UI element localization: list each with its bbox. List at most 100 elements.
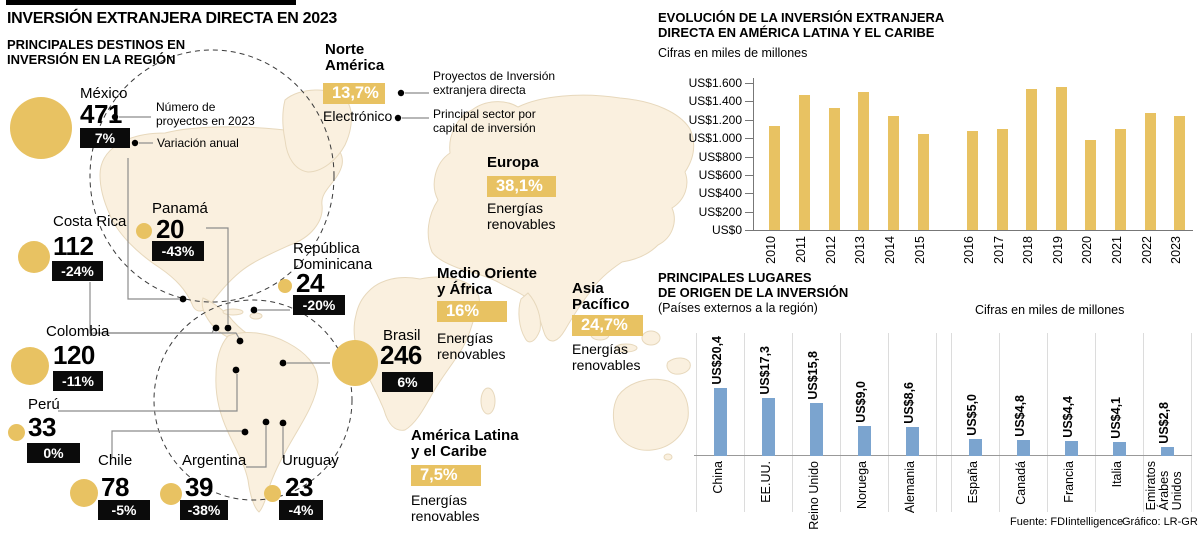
region-name: América Latina y el Caribe bbox=[411, 427, 519, 460]
evolution-year-label: 2010 bbox=[764, 236, 778, 264]
connector-line-mexico bbox=[127, 158, 179, 300]
destination-name: México bbox=[80, 85, 128, 102]
origins-gridline bbox=[999, 333, 1000, 512]
evolution-year-label: 2017 bbox=[992, 236, 1006, 264]
legend-dot-share bbox=[397, 89, 405, 97]
destination-change: -43% bbox=[152, 241, 204, 261]
map-borneo bbox=[641, 330, 661, 346]
evolution-bar bbox=[829, 108, 840, 230]
evolution-bar bbox=[1145, 113, 1156, 230]
region-share-badge: 38,1% bbox=[487, 176, 556, 197]
evolution-bar bbox=[888, 116, 899, 230]
evolution-year-label: 2018 bbox=[1021, 236, 1035, 264]
note-variation: Variación anual bbox=[157, 136, 239, 150]
evolution-ytick bbox=[745, 193, 753, 194]
destination-name: Brasil bbox=[383, 327, 421, 344]
origin-value-label: US$9,0 bbox=[854, 381, 868, 423]
origin-country-label: Francia bbox=[1062, 461, 1076, 503]
region-sector: Energías renovables bbox=[437, 330, 506, 362]
evolution-bar bbox=[1085, 140, 1096, 230]
evolution-ytick-label: US$1.000 bbox=[688, 131, 742, 145]
map-dot-colombia bbox=[236, 337, 244, 345]
map-tasmania bbox=[663, 453, 673, 461]
evolution-bar bbox=[967, 131, 978, 230]
origin-value-label: US$20,4 bbox=[710, 336, 724, 385]
destination-projects: 33 bbox=[28, 412, 56, 442]
connector-line-peru bbox=[58, 374, 238, 412]
map-dot-brasil bbox=[279, 359, 287, 367]
region-share-badge: 24,7% bbox=[572, 315, 643, 336]
map-dot-peru bbox=[232, 366, 240, 374]
page-subtitle: PRINCIPALES DESTINOS EN INVERSIÓN EN LA … bbox=[7, 37, 186, 67]
evolution-y-axis bbox=[753, 78, 754, 231]
bubble-colombia bbox=[11, 347, 49, 385]
origin-bar bbox=[1161, 447, 1174, 456]
origins-chart-subtitle: (Países externos a la región) bbox=[658, 301, 818, 315]
evolution-ytick-label: US$400 bbox=[698, 186, 742, 200]
region-name: Europa bbox=[487, 154, 539, 171]
note-projects: Número de proyectos en 2023 bbox=[156, 100, 255, 128]
evolution-bar bbox=[997, 129, 1008, 230]
evolution-ytick bbox=[745, 157, 753, 158]
bubble-dominicana bbox=[278, 279, 292, 293]
map-new-guinea bbox=[666, 357, 691, 375]
origins-gridline bbox=[696, 333, 697, 512]
evolution-ytick-label: US$200 bbox=[698, 205, 742, 219]
map-north-america bbox=[99, 126, 343, 312]
destination-projects: 120 bbox=[53, 340, 95, 370]
destination-projects: 24 bbox=[296, 268, 324, 298]
region-name: Norte América bbox=[325, 41, 385, 74]
origins-gridline bbox=[936, 333, 937, 512]
map-dot-uruguay bbox=[279, 419, 287, 427]
map-dot-chile bbox=[241, 428, 249, 436]
origins-gridline bbox=[792, 333, 793, 512]
evolution-bar bbox=[918, 134, 929, 230]
origin-value-label: US$4,8 bbox=[1013, 395, 1027, 437]
origins-gridline bbox=[1047, 333, 1048, 512]
destination-projects: 23 bbox=[285, 472, 313, 502]
map-dot-dominicana bbox=[250, 306, 258, 314]
map-india bbox=[518, 292, 541, 343]
origin-bar bbox=[969, 439, 982, 456]
evolution-year-label: 2019 bbox=[1051, 236, 1065, 264]
map-dot-mexico bbox=[179, 295, 187, 303]
evolution-bar bbox=[1174, 116, 1185, 230]
origin-bar bbox=[858, 426, 871, 456]
evolution-ytick-label: US$0 bbox=[711, 223, 742, 237]
legend-dot-projects bbox=[111, 113, 119, 121]
destination-change: 6% bbox=[382, 372, 433, 392]
evolution-year-label: 2016 bbox=[962, 236, 976, 264]
origins-gridline bbox=[1143, 333, 1144, 512]
destination-projects: 112 bbox=[53, 231, 94, 261]
dashed-region-circle-north bbox=[89, 49, 335, 303]
origins-chart-title: PRINCIPALES LUGARES DE ORIGEN DE LA INVE… bbox=[658, 270, 849, 300]
map-java bbox=[614, 343, 638, 353]
map-madagascar bbox=[480, 387, 496, 415]
evolution-year-label: 2022 bbox=[1140, 236, 1154, 264]
origins-chart-units-note: Cifras en miles de millones bbox=[975, 303, 1125, 317]
destination-change: -11% bbox=[53, 371, 103, 391]
origin-country-label: Emiratos Árabes Unidos bbox=[1144, 461, 1184, 511]
destination-change: -24% bbox=[52, 261, 103, 281]
title-bar bbox=[6, 0, 296, 5]
legend-dot-variation bbox=[131, 139, 139, 147]
evolution-year-label: 2020 bbox=[1080, 236, 1094, 264]
bubble-mexico bbox=[10, 97, 72, 159]
bubble-argentina bbox=[160, 483, 182, 505]
origin-country-label: Alemania bbox=[903, 461, 917, 514]
destination-change: 0% bbox=[27, 443, 80, 463]
evolution-year-label: 2021 bbox=[1110, 236, 1124, 264]
graphic-credit: Gráfico: LR-GR bbox=[1122, 516, 1198, 528]
evolution-bar bbox=[799, 95, 810, 230]
origins-x-axis bbox=[694, 455, 1192, 456]
region-share-badge: 7,5% bbox=[411, 465, 481, 486]
origin-country-label: Noruega bbox=[855, 461, 869, 509]
evolution-ytick bbox=[745, 175, 753, 176]
origin-country-label: España bbox=[966, 461, 980, 504]
map-dot-argentina bbox=[262, 418, 270, 426]
region-name: Asia Pacífico bbox=[572, 280, 630, 313]
evolution-year-label: 2014 bbox=[883, 236, 897, 264]
evolution-bar bbox=[858, 92, 869, 230]
origin-bar bbox=[810, 403, 823, 456]
origin-country-label: Italia bbox=[1110, 461, 1124, 488]
